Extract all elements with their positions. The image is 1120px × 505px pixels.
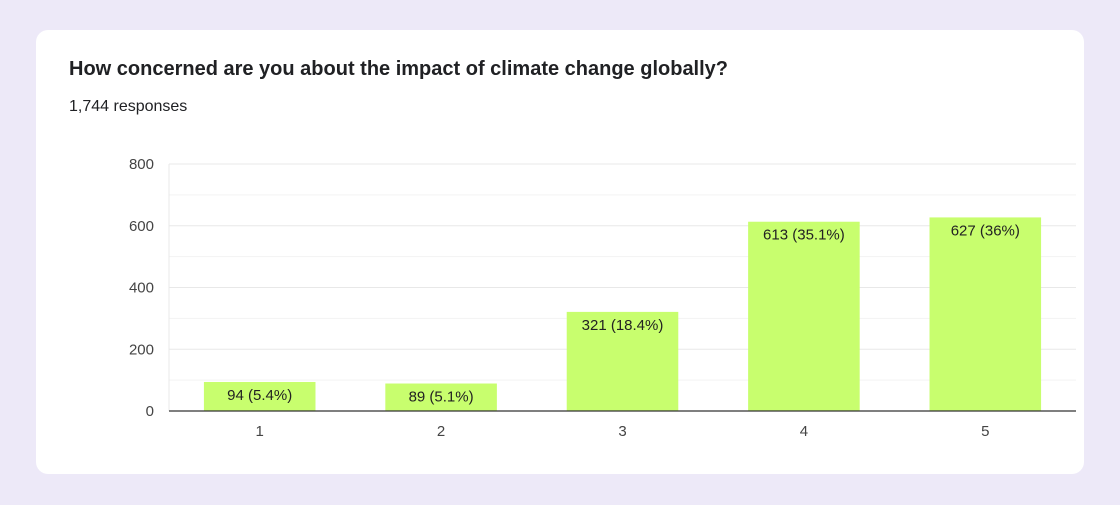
- bars: 94 (5.4%) 89 (5.1%) 321 (18.4%) 613 (35.1%)…: [203, 217, 1042, 411]
- grid-lines: [168, 163, 1076, 411]
- bar-chart: 0 200 400 600 800 94 (5.4%) 89 (5.1%) 321 (18.…: [129, 156, 1076, 440]
- bar: [566, 311, 679, 411]
- x-tick-label: 5: [981, 423, 989, 440]
- y-tick-label: 400: [129, 280, 154, 297]
- y-tick-label: 800: [129, 156, 154, 173]
- question-title: How concerned are you about the impact o…: [69, 58, 729, 80]
- x-tick-label: 2: [437, 423, 445, 440]
- x-tick-label: 1: [256, 423, 264, 440]
- bar: [929, 217, 1042, 411]
- question-card: How concerned are you about the impact o…: [36, 30, 1084, 474]
- y-tick-label: 600: [129, 218, 154, 235]
- bar: [385, 383, 497, 411]
- y-tick-label: 200: [129, 341, 154, 358]
- x-tick-label: 3: [618, 423, 626, 440]
- response-count: 1,744 responses: [69, 98, 188, 115]
- y-tick-label: 0: [146, 403, 154, 420]
- bar-data-label: 627 (36%): [951, 222, 1020, 239]
- bar: [203, 381, 316, 411]
- x-axis-ticks: 1 2 3 4 5: [256, 423, 990, 440]
- bar-data-label: 94 (5.4%): [227, 387, 292, 404]
- bar-data-label: 89 (5.1%): [409, 389, 474, 406]
- bar-data-label: 321 (18.4%): [582, 317, 664, 334]
- bar-data-label: 613 (35.1%): [763, 227, 845, 244]
- bar: [748, 221, 860, 411]
- x-tick-label: 4: [800, 423, 808, 440]
- y-axis-ticks: 0 200 400 600 800: [129, 156, 154, 420]
